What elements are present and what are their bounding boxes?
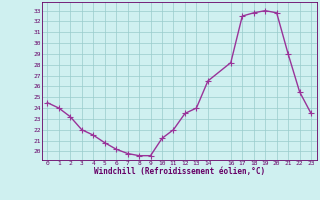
X-axis label: Windchill (Refroidissement éolien,°C): Windchill (Refroidissement éolien,°C) — [94, 167, 265, 176]
